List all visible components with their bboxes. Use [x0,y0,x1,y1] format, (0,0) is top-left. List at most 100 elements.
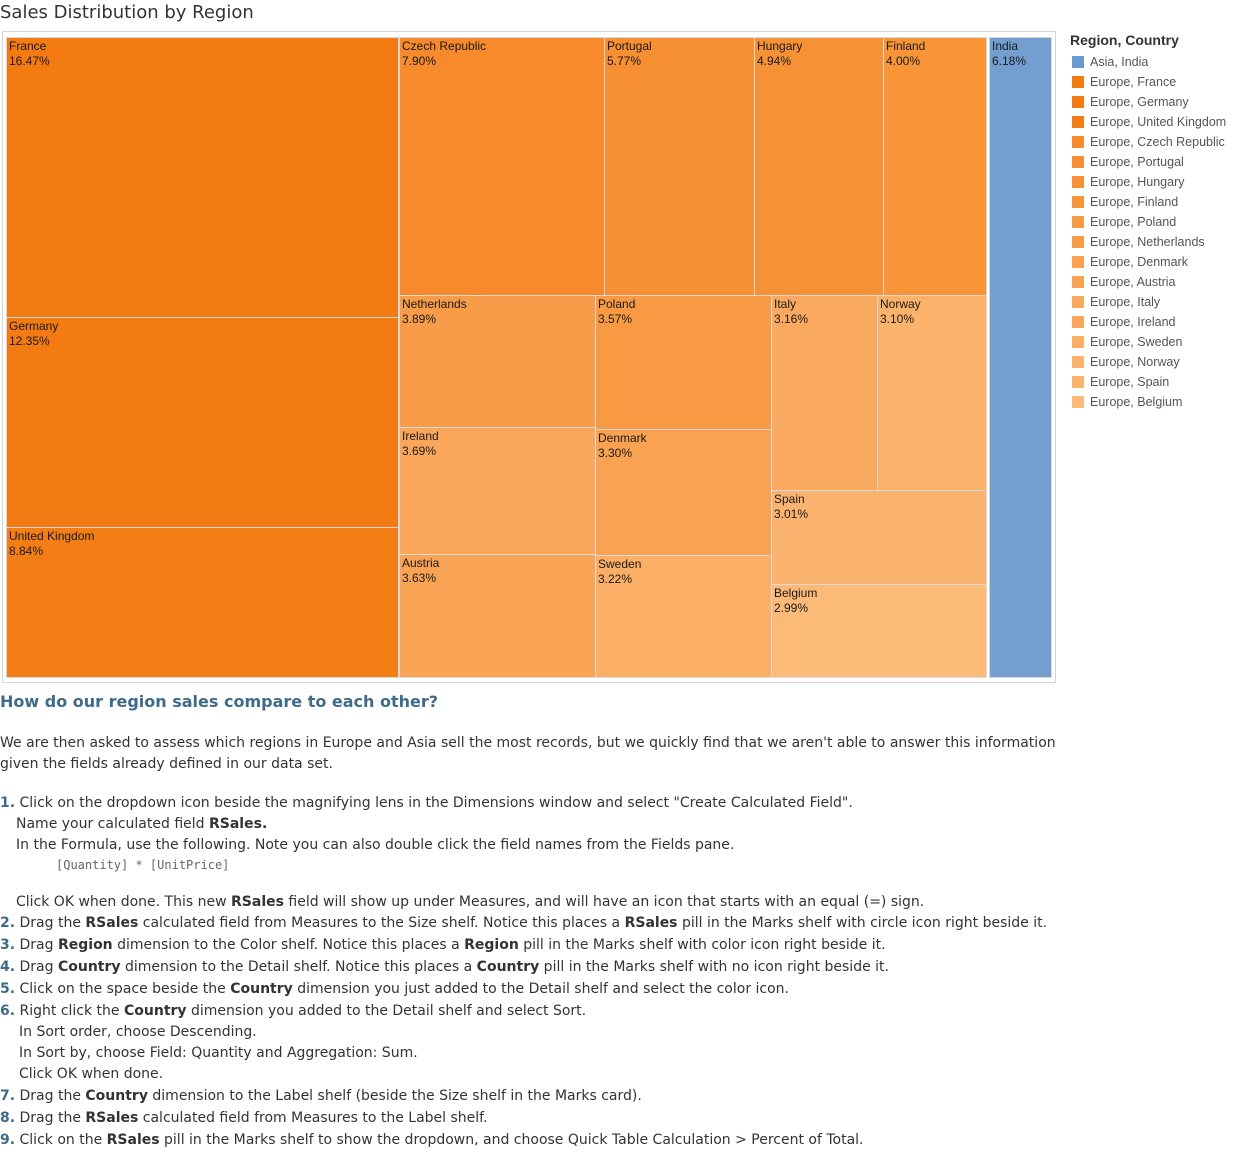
tile-country-label: United Kingdom [9,529,95,543]
treemap-tile-germany[interactable]: Germany 12.35% [6,317,399,528]
legend-item[interactable]: Europe, Italy [1070,292,1236,312]
field-name: RSales [231,894,284,910]
field-name: RSales [624,915,678,931]
tile-label: Ireland 3.69% [402,429,439,459]
treemap-tile-poland[interactable]: Poland 3.57% [595,295,772,430]
tile-country-label: Hungary [757,39,803,53]
tile-value-label: 4.00% [886,54,921,68]
legend-item[interactable]: Europe, Poland [1070,212,1236,232]
step-number: 4. [0,959,16,975]
tile-country-label: Austria [402,556,440,570]
tile-value-label: 3.89% [402,312,437,326]
legend-label: Europe, Austria [1090,275,1176,289]
legend-swatch [1072,76,1084,88]
legend-item[interactable]: Europe, Sweden [1070,332,1236,352]
legend-item[interactable]: Europe, Finland [1070,192,1236,212]
step-text: Drag the [15,915,86,931]
step-text: Drag [15,959,58,975]
legend-item[interactable]: Europe, Germany [1070,92,1236,112]
legend-label: Europe, Poland [1090,215,1177,229]
tile-value-label: 3.30% [598,446,633,460]
legend-item[interactable]: Europe, Hungary [1070,172,1236,192]
color-legend[interactable]: Region, Country Asia, India Europe, Franc… [1070,32,1236,412]
tile-country-label: Belgium [774,586,818,600]
treemap-tile-belgium[interactable]: Belgium 2.99% [771,584,987,678]
tile-label: Hungary 4.94% [757,39,802,69]
treemap-tile-finland[interactable]: Finland 4.00% [883,37,987,296]
treemap-tile-austria[interactable]: Austria 3.63% [399,554,596,678]
treemap-tile-united-kingdom[interactable]: United Kingdom 8.84% [6,527,399,678]
step-text: Right click the [15,1003,124,1019]
step-number: 2. [0,915,16,931]
step-text: dimension you added to the Detail shelf … [186,1003,587,1019]
tile-label: Austria 3.63% [402,556,439,586]
legend-label: Europe, Denmark [1090,255,1188,269]
legend-item[interactable]: Europe, Denmark [1070,252,1236,272]
step-text: calculated field from Measures to the Si… [138,915,625,931]
tile-label: Czech Republic 7.90% [402,39,486,69]
legend-item[interactable]: Europe, Netherlands [1070,232,1236,252]
treemap-tile-sweden[interactable]: Sweden 3.22% [595,555,772,678]
step-6: 6. Right click the Country dimension you… [0,1000,1236,1022]
field-name: RSales [106,1132,160,1148]
field-name: Region [57,937,113,953]
treemap-tile-india[interactable]: India 6.18% [989,37,1052,678]
step-text: Click on the space beside the [15,981,231,997]
step-number: 5. [0,981,16,997]
treemap-chart[interactable]: France 16.47% Germany 12.35% United Kingdom 8… [0,0,1236,700]
field-name: Country [85,1088,148,1104]
legend-swatch [1072,196,1084,208]
treemap-tile-czech-republic[interactable]: Czech Republic 7.90% [399,37,605,296]
tile-label: Belgium 2.99% [774,586,817,616]
legend-label: Europe, Czech Republic [1090,135,1225,149]
legend-item[interactable]: Europe, France [1070,72,1236,92]
legend-label: Europe, France [1090,75,1177,89]
treemap-tile-norway[interactable]: Norway 3.10% [877,295,987,491]
treemap-tile-france[interactable]: France 16.47% [6,37,399,318]
tile-label: France 16.47% [9,39,50,69]
treemap-tile-spain[interactable]: Spain 3.01% [771,490,987,585]
legend-item[interactable]: Europe, Austria [1070,272,1236,292]
treemap-tile-hungary[interactable]: Hungary 4.94% [754,37,884,296]
step-3: 3. Drag Region dimension to the Color sh… [0,934,1236,956]
legend-item[interactable]: Europe, Czech Republic [1070,132,1236,152]
legend-item[interactable]: Europe, Norway [1070,352,1236,372]
legend-label: Europe, Italy [1090,295,1161,309]
step-text: dimension to the Detail shelf. Notice th… [120,959,477,975]
treemap-tile-ireland[interactable]: Ireland 3.69% [399,427,596,555]
legend-item[interactable]: Europe, Belgium [1070,392,1236,412]
legend-item[interactable]: Asia, India [1070,52,1236,72]
step-5: 5. Click on the space beside the Country… [0,978,1236,1000]
treemap-tile-italy[interactable]: Italy 3.16% [771,295,878,491]
field-name: Region [464,937,519,953]
legend-label: Europe, Ireland [1090,315,1176,329]
treemap-tile-portugal[interactable]: Portugal 5.77% [604,37,755,296]
tile-label: Portugal 5.77% [607,39,652,69]
treemap-tile-denmark[interactable]: Denmark 3.30% [595,429,772,556]
tile-value-label: 6.18% [992,54,1027,68]
legend-item[interactable]: Europe, Ireland [1070,312,1236,332]
tile-value-label: 16.47% [9,54,50,68]
legend-label: Europe, Spain [1090,375,1170,389]
legend-item[interactable]: Europe, Portugal [1070,152,1236,172]
tile-value-label: 3.57% [598,312,633,326]
tile-value-label: 3.69% [402,444,437,458]
tile-label: Italy 3.16% [774,297,808,327]
step-text: Drag [15,937,58,953]
tile-value-label: 3.22% [598,572,633,586]
tile-value-label: 4.94% [757,54,792,68]
legend-label: Europe, Portugal [1090,155,1184,169]
tile-label: Finland 4.00% [886,39,925,69]
field-name: Country [476,959,540,975]
legend-item[interactable]: Europe, United Kingdom [1070,112,1236,132]
tile-label: Poland 3.57% [598,297,635,327]
tile-country-label: Norway [880,297,921,311]
legend-swatch [1072,296,1084,308]
legend-title: Region, Country [1070,32,1179,48]
step-number: 7. [0,1088,16,1104]
legend-item[interactable]: Europe, Spain [1070,372,1236,392]
legend-swatch [1072,356,1084,368]
tile-value-label: 5.77% [607,54,642,68]
treemap-tile-netherlands[interactable]: Netherlands 3.89% [399,295,596,428]
legend-swatch [1072,276,1084,288]
